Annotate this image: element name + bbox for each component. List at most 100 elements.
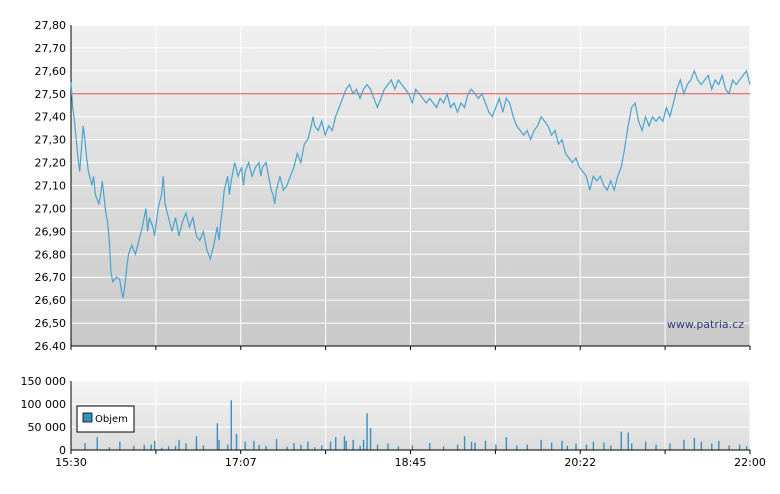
volume-bar	[343, 436, 346, 450]
volume-bar	[345, 440, 347, 450]
volume-bar	[253, 440, 255, 450]
volume-bar	[286, 446, 288, 450]
volume-bar	[300, 444, 302, 450]
price-y-tick-label: 27,70	[35, 42, 67, 55]
volume-bar	[561, 440, 563, 450]
volume-bar	[540, 439, 542, 450]
price-y-tick-label: 26,70	[35, 271, 67, 284]
volume-bar	[178, 439, 180, 450]
volume-bar	[655, 444, 657, 450]
volume-bar	[575, 443, 577, 450]
volume-bar	[321, 445, 323, 450]
volume-bar	[592, 441, 595, 450]
volume-bar	[745, 446, 748, 450]
watermark-text: www.patria.cz	[667, 318, 744, 331]
volume-bar	[644, 441, 647, 450]
volume-bar	[526, 444, 528, 450]
volume-bar	[227, 444, 229, 450]
volume-bar	[314, 447, 316, 450]
volume-bar	[620, 431, 622, 450]
volume-bar	[244, 441, 246, 450]
volume-bar	[108, 447, 111, 450]
volume-bar	[456, 444, 459, 450]
volume-bar	[195, 436, 198, 450]
price-y-tick-label: 27,20	[35, 157, 67, 170]
volume-y-tick-label: 50 000	[28, 421, 67, 434]
volume-bar	[376, 444, 379, 450]
volume-bar	[167, 446, 170, 450]
volume-y-tick-label: 150 000	[21, 375, 67, 388]
price-y-tick-label: 27,50	[35, 88, 67, 101]
legend-swatch	[82, 412, 93, 423]
x-tick-label: 20:22	[564, 456, 596, 469]
price-y-tick-label: 27,30	[35, 134, 67, 147]
volume-bar	[711, 443, 713, 450]
price-panel: 27,80 27,70 27,60 27,50 27,40 27,30 27,20 27,10…	[35, 19, 751, 353]
price-y-tick-label: 27,60	[35, 65, 67, 78]
volume-bar	[442, 446, 445, 450]
volume-bar	[683, 439, 685, 450]
volume-bar	[329, 441, 332, 450]
volume-panel: 150 000 100 000 50 000 015:30 17:07 18:45 20:2…	[21, 375, 766, 469]
volume-bar	[585, 444, 588, 450]
price-y-tick-label: 27,10	[35, 180, 67, 193]
volume-bar	[505, 437, 508, 450]
price-y-tick-label: 26,90	[35, 225, 67, 238]
volume-bar	[84, 443, 86, 450]
price-y-tick-label: 27,40	[35, 111, 67, 124]
volume-legend: Objem	[76, 405, 135, 433]
volume-bar	[275, 438, 278, 450]
volume-bar	[174, 445, 177, 450]
volume-bar	[96, 437, 98, 450]
volume-bar	[160, 447, 163, 450]
volume-bar	[369, 427, 372, 450]
volume-bar	[693, 438, 696, 450]
price-y-tick-label: 26.40	[35, 340, 67, 353]
volume-bar	[258, 444, 260, 450]
volume-bar	[495, 444, 497, 450]
volume-bar	[150, 444, 152, 450]
volume-bar	[293, 443, 295, 450]
volume-bar	[474, 442, 476, 450]
volume-bar	[143, 444, 145, 450]
volume-bar	[516, 445, 518, 450]
volume-bar	[185, 443, 187, 450]
volume-bar	[669, 443, 671, 450]
price-y-tick-label: 27,80	[35, 19, 67, 32]
volume-bar	[119, 441, 121, 450]
legend-label: Objem	[95, 414, 128, 425]
volume-bar	[366, 413, 368, 450]
volume-y-tick-label: 100 000	[21, 398, 67, 411]
volume-bar	[352, 439, 354, 450]
volume-bar	[718, 440, 720, 450]
volume-bar	[265, 445, 267, 450]
volume-bar	[631, 443, 633, 450]
x-tick-label: 15:30	[55, 456, 87, 469]
price-y-tick-label: 26,50	[35, 317, 67, 330]
volume-bar	[216, 423, 219, 450]
volume-bar	[738, 444, 741, 450]
volume-bar	[202, 445, 205, 450]
volume-bar	[230, 400, 232, 450]
x-tick-label: 17:07	[225, 456, 257, 469]
volume-bar	[359, 445, 361, 450]
volume-bar	[397, 446, 400, 450]
volume-bar	[550, 442, 553, 450]
volume-bar	[627, 432, 629, 450]
price-y-tick-label: 26,60	[35, 294, 67, 307]
volume-bar	[603, 442, 605, 450]
volume-bar	[610, 445, 612, 450]
price-y-tick-label: 27,00	[35, 202, 67, 215]
volume-bar	[307, 441, 309, 450]
price-series-line	[70, 69, 751, 298]
volume-bar	[566, 445, 568, 450]
volume-bar	[387, 443, 389, 450]
volume-bar	[218, 439, 220, 450]
volume-bar	[133, 445, 135, 450]
x-tick-label: 18:45	[395, 456, 427, 469]
x-tick-label: 22:00	[734, 456, 766, 469]
volume-bar	[335, 437, 337, 450]
volume-bar	[362, 439, 365, 450]
